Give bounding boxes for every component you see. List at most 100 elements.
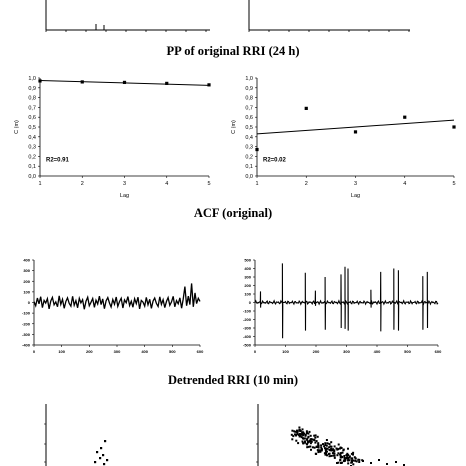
data-point <box>347 459 350 462</box>
data-point <box>340 462 342 464</box>
data-point <box>352 451 355 454</box>
data-point <box>330 445 333 448</box>
x-tick-label: 0 <box>254 349 257 354</box>
data-point <box>314 434 317 437</box>
data-point <box>344 458 347 461</box>
x-tick-label: 600 <box>435 349 442 354</box>
data-point <box>309 445 312 448</box>
data-point <box>325 439 328 441</box>
data-point <box>347 462 350 465</box>
data-point <box>310 448 312 451</box>
data-point <box>300 436 303 439</box>
data-point <box>293 433 296 436</box>
data-point <box>311 446 314 449</box>
data-point <box>378 459 380 461</box>
data-point <box>307 441 310 443</box>
data-point <box>333 449 336 452</box>
detrended-caption: Detrended RRI (10 min) <box>168 373 298 387</box>
data-point <box>350 459 353 462</box>
data-point <box>309 434 312 437</box>
y-tick-label: 0,7 <box>28 105 36 111</box>
data-point <box>350 452 353 455</box>
data-point <box>353 130 358 134</box>
detrended-left-chart: -400 -300 -200 -100 0 100 200 300 400 0 100 200 300 4… <box>22 258 204 355</box>
x-axis-label: Lag <box>351 193 360 199</box>
bottom-clipped-panels <box>44 404 405 466</box>
data-point <box>354 457 357 460</box>
data-point <box>306 432 308 434</box>
data-point <box>296 429 298 432</box>
data-point <box>305 438 308 441</box>
data-point <box>337 461 340 464</box>
top-tick-marks <box>45 30 410 32</box>
data-point <box>347 447 349 450</box>
y-axis-label: C (m) <box>231 120 237 134</box>
y-tick-label: 0,3 <box>28 145 36 151</box>
data-point <box>332 454 335 457</box>
data-point <box>320 446 323 449</box>
data-point <box>358 461 361 463</box>
y-tick-label: 0,1 <box>28 164 36 170</box>
data-point <box>295 439 298 442</box>
y-tick-label: 0,4 <box>28 135 36 141</box>
data-point <box>306 437 309 440</box>
y-tick-label: 0,2 <box>28 154 36 160</box>
data-point <box>295 433 297 436</box>
data-point <box>330 441 333 444</box>
data-point <box>346 452 349 455</box>
data-point <box>326 447 329 450</box>
y-tick-label: 0,3 <box>245 145 253 151</box>
data-point <box>304 441 307 444</box>
data-point <box>333 456 336 459</box>
data-point <box>255 147 259 152</box>
data-point <box>301 440 304 443</box>
data-point <box>165 81 169 85</box>
data-point <box>314 452 317 455</box>
data-point <box>325 451 327 454</box>
data-point <box>331 449 334 452</box>
data-point <box>325 447 328 450</box>
data-point <box>343 457 346 460</box>
data-point <box>326 442 329 445</box>
data-point <box>307 436 310 439</box>
data-point <box>339 459 342 462</box>
data-point <box>317 446 320 449</box>
y-tick-label: 0 <box>28 300 31 305</box>
data-point <box>325 452 327 455</box>
data-point <box>298 434 301 437</box>
data-point <box>337 452 340 455</box>
data-point <box>80 80 84 84</box>
y-tick-label: 1,0 <box>28 76 36 82</box>
data-point <box>313 439 316 442</box>
data-point <box>317 443 320 446</box>
y-tick-label: 0,0 <box>28 174 36 180</box>
data-point <box>207 83 211 87</box>
data-point <box>324 447 326 450</box>
data-point <box>293 430 296 433</box>
y-tick-label: -400 <box>243 334 252 339</box>
data-point <box>330 447 333 450</box>
data-point <box>329 449 332 452</box>
data-point <box>338 447 341 450</box>
data-point <box>310 440 313 443</box>
data-point <box>324 449 327 452</box>
y-tick-label: -200 <box>243 317 252 322</box>
y-tick-label: 0,8 <box>28 96 36 102</box>
y-tick-label: 400 <box>244 266 251 271</box>
data-point <box>362 460 364 462</box>
data-point <box>347 457 350 460</box>
data-point <box>301 431 304 434</box>
x-tick-label: 3 <box>123 181 126 187</box>
data-point <box>352 459 355 462</box>
data-point <box>94 461 97 464</box>
trendline <box>256 119 455 135</box>
data-point <box>333 454 336 457</box>
data-point <box>320 444 323 447</box>
data-point <box>345 457 348 460</box>
acf-right-chart: 0,0 0,1 0,2 0,3 0,4 0,5 0,6 0,7 0,8 0,9 1,0 1 2 3 4 5 La… <box>231 76 456 199</box>
data-point <box>352 463 355 466</box>
data-point <box>290 433 293 436</box>
y-tick-label: 400 <box>23 258 30 263</box>
x-tick-label: 300 <box>343 349 350 354</box>
